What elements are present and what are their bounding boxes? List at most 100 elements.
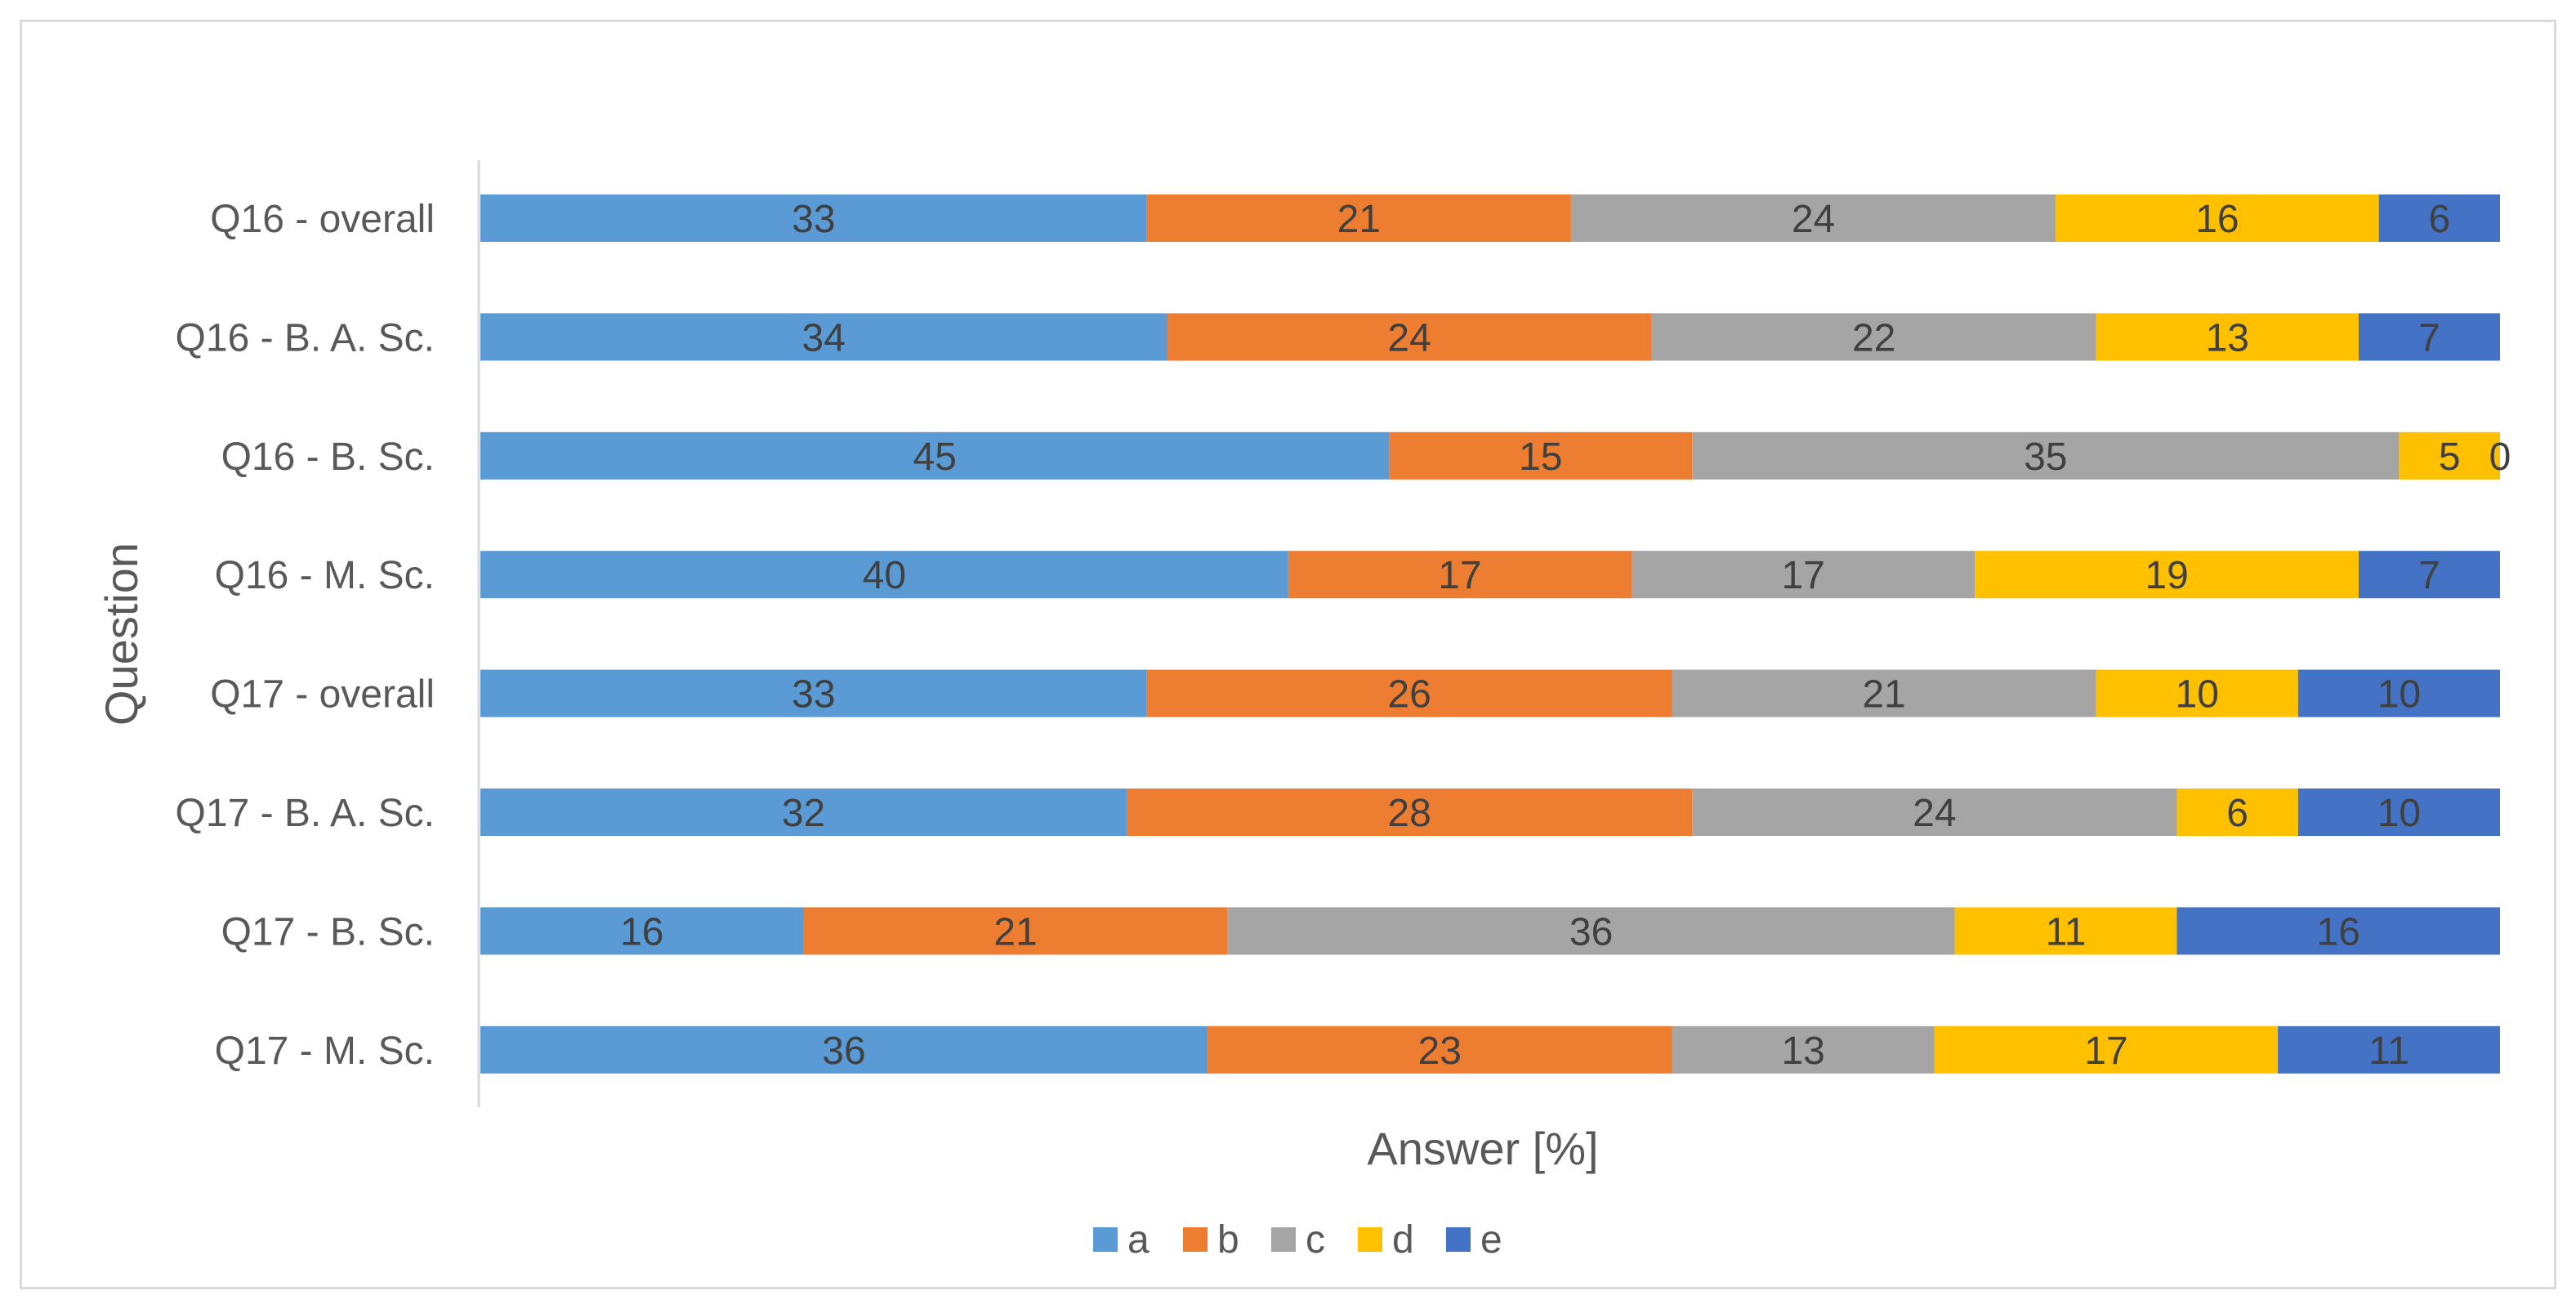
data-label-d-q17-m-sc: 17 xyxy=(2084,1030,2127,1073)
category-label-q17-overall: Q17 - overall xyxy=(210,673,435,717)
bar-a-q17-overall xyxy=(480,669,1147,717)
bar-d-q16-overall xyxy=(2056,194,2379,242)
bar-b-q16-b-sc xyxy=(1389,431,1693,480)
bar-a-q17-b-sc xyxy=(480,907,804,955)
bar-b-q16-b-a-sc xyxy=(1167,313,1652,361)
bar-a-q16-b-sc xyxy=(480,431,1390,480)
category-label-q17-b-sc: Q17 - B. Sc. xyxy=(221,910,435,954)
data-label-b-q16-overall: 21 xyxy=(1337,198,1381,241)
data-label-b-q16-b-sc: 15 xyxy=(1519,436,1562,479)
data-label-e-q16-m-sc: 7 xyxy=(2418,554,2440,597)
category-label-q16-overall: Q16 - overall xyxy=(210,198,435,241)
bar-e-q16-overall xyxy=(2378,194,2500,242)
data-label-d-q17-b-a-sc: 6 xyxy=(2226,792,2248,835)
bar-a-q16-m-sc xyxy=(480,551,1288,599)
data-label-d-q16-b-sc: 5 xyxy=(2439,436,2461,479)
data-label-c-q17-b-sc: 36 xyxy=(1569,910,1613,954)
bar-e-q16-m-sc xyxy=(2358,551,2500,599)
data-label-c-q17-b-a-sc: 24 xyxy=(1913,792,1956,835)
bar-b-q17-m-sc xyxy=(1207,1025,1672,1074)
legend-label-a: a xyxy=(1127,1218,1150,1262)
data-label-d-q16-b-a-sc: 13 xyxy=(2206,316,2249,360)
bar-c-q16-b-sc xyxy=(1692,431,2400,480)
bar-c-q17-b-sc xyxy=(1227,907,1955,955)
legend-swatch-c xyxy=(1271,1227,1296,1252)
bar-c-q17-b-a-sc xyxy=(1692,789,2177,836)
bar-a-q17-m-sc xyxy=(480,1025,1208,1074)
data-label-e-q17-b-a-sc: 10 xyxy=(2377,792,2421,835)
bar-d-q16-b-a-sc xyxy=(2096,313,2359,361)
bars-layer xyxy=(480,194,2500,1074)
bar-b-q17-overall xyxy=(1146,669,1672,717)
bar-a-q17-b-a-sc xyxy=(480,789,1127,836)
legend-label-d: d xyxy=(1392,1218,1414,1262)
legend-swatch-e xyxy=(1446,1227,1471,1252)
data-label-a-q17-b-sc: 16 xyxy=(620,910,663,954)
data-label-e-q17-m-sc: 11 xyxy=(2368,1030,2409,1073)
data-label-e-q17-overall: 10 xyxy=(2377,673,2421,717)
data-label-d-q16-m-sc: 19 xyxy=(2145,554,2188,597)
data-label-e-q17-b-sc: 16 xyxy=(2317,910,2360,954)
data-label-a-q17-overall: 33 xyxy=(792,673,835,717)
legend-label-e: e xyxy=(1480,1218,1502,1262)
bar-e-q17-b-sc xyxy=(2176,907,2500,955)
bar-e-q17-b-a-sc xyxy=(2297,789,2500,836)
data-label-b-q16-m-sc: 17 xyxy=(1438,554,1481,597)
category-label-q16-b-sc: Q16 - B. Sc. xyxy=(221,436,435,479)
data-label-a-q17-m-sc: 36 xyxy=(822,1030,865,1073)
bar-a-q16-b-a-sc xyxy=(480,313,1167,361)
category-label-q16-m-sc: Q16 - M. Sc. xyxy=(215,554,435,597)
data-label-d-q16-overall: 16 xyxy=(2195,198,2239,241)
data-label-c-q16-b-sc: 35 xyxy=(2024,436,2067,479)
bar-d-q17-b-sc xyxy=(1954,907,2177,955)
data-label-c-q16-b-a-sc: 22 xyxy=(1852,316,1895,360)
data-label-a-q17-b-a-sc: 32 xyxy=(782,792,825,835)
data-label-a-q16-m-sc: 40 xyxy=(863,554,906,597)
bar-d-q16-m-sc xyxy=(1975,551,2359,599)
category-label-q17-b-a-sc: Q17 - B. A. Sc. xyxy=(176,792,435,835)
data-label-a-q16-overall: 33 xyxy=(792,198,835,241)
y-axis-title: Question xyxy=(96,543,147,726)
data-label-e-q16-b-sc: 0 xyxy=(2489,436,2511,479)
bar-c-q16-m-sc xyxy=(1632,551,1976,599)
bar-d-q17-b-a-sc xyxy=(2176,789,2298,836)
bar-c-q16-b-a-sc xyxy=(1651,313,2096,361)
legend: a b c d e xyxy=(1093,1218,1502,1262)
data-label-c-q17-overall: 21 xyxy=(1862,673,1905,717)
bar-c-q17-overall xyxy=(1672,669,2096,717)
bar-d-q16-b-sc xyxy=(2399,431,2500,480)
bar-a-q16-overall xyxy=(480,194,1147,242)
bar-e-q17-m-sc xyxy=(2278,1025,2500,1074)
x-axis-title: Answer [%] xyxy=(1367,1123,1598,1174)
category-label-q17-m-sc: Q17 - M. Sc. xyxy=(215,1030,435,1073)
labels-layer: 33 21 24 16 6 34 24 22 13 7 45 15 35 5 0 40 17 17 19 7 33 26 2… xyxy=(620,198,2511,1073)
data-label-e-q16-overall: 6 xyxy=(2428,198,2450,241)
legend-swatch-d xyxy=(1358,1227,1382,1252)
bar-b-q16-m-sc xyxy=(1288,551,1632,599)
data-label-a-q16-b-a-sc: 34 xyxy=(802,316,846,360)
bar-b-q17-b-sc xyxy=(803,907,1228,955)
data-label-b-q17-overall: 26 xyxy=(1387,673,1431,717)
data-label-b-q17-b-sc: 21 xyxy=(993,910,1037,954)
category-labels: Q16 - overall Q16 - B. A. Sc. Q16 - B. Sc.… xyxy=(176,198,435,1073)
legend-swatch-a xyxy=(1093,1227,1118,1252)
bar-c-q16-overall xyxy=(1570,194,2056,242)
data-label-b-q16-b-a-sc: 24 xyxy=(1387,316,1431,360)
bar-e-q17-overall xyxy=(2297,669,2500,717)
legend-swatch-b xyxy=(1183,1227,1208,1252)
data-label-b-q17-b-a-sc: 28 xyxy=(1387,792,1431,835)
data-label-b-q17-m-sc: 23 xyxy=(1418,1030,1462,1073)
legend-label-c: c xyxy=(1306,1218,1325,1262)
bar-b-q16-overall xyxy=(1146,194,1571,242)
data-label-a-q16-b-sc: 45 xyxy=(913,436,957,479)
data-label-e-q16-b-a-sc: 7 xyxy=(2418,316,2440,360)
bar-e-q16-b-a-sc xyxy=(2358,313,2500,361)
data-label-c-q16-overall: 24 xyxy=(1792,198,1835,241)
category-label-q16-b-a-sc: Q16 - B. A. Sc. xyxy=(176,316,435,360)
data-label-d-q17-overall: 10 xyxy=(2176,673,2219,717)
bar-b-q17-b-a-sc xyxy=(1127,789,1693,836)
data-label-d-q17-b-sc: 11 xyxy=(2046,910,2087,954)
bar-c-q17-m-sc xyxy=(1672,1025,1935,1074)
legend-label-b: b xyxy=(1217,1218,1239,1262)
